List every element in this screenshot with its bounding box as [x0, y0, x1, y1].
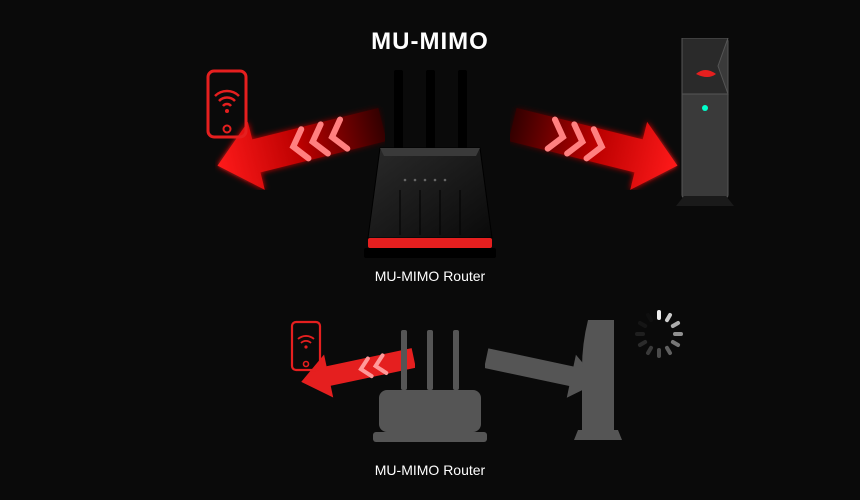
loading-spinner-icon — [633, 308, 685, 360]
router-label-bottom: MU-MIMO Router — [375, 462, 485, 478]
router-bottom — [365, 325, 495, 445]
arrow-top-right — [510, 100, 680, 190]
tower-bottom — [574, 320, 622, 440]
phone-icon-top — [205, 68, 249, 140]
router-label-top: MU-MIMO Router — [375, 268, 485, 284]
phone-icon-bottom — [290, 320, 322, 372]
router-top — [350, 70, 510, 260]
page-title: MU-MIMO — [371, 28, 489, 56]
tower-right — [676, 38, 734, 206]
